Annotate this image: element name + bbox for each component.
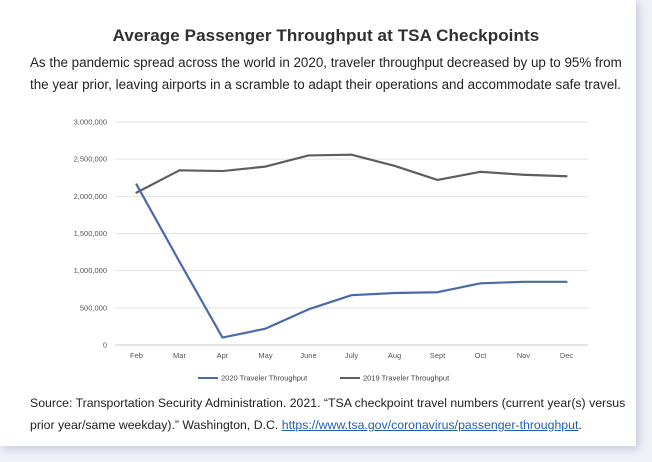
x-tick-label: July	[345, 351, 359, 360]
chart-heading: Average Passenger Throughput at TSA Chec…	[112, 26, 540, 45]
data-point	[307, 154, 310, 157]
series-line-0	[135, 183, 568, 339]
data-point	[522, 280, 525, 283]
source-text: Source: Transportation Security Administ…	[30, 396, 626, 432]
data-point	[393, 164, 396, 167]
y-tick-label: 2,500,000	[74, 155, 107, 164]
data-point	[178, 169, 181, 172]
data-point	[522, 173, 525, 176]
legend-label: 2019 Traveler Throughput	[363, 374, 450, 383]
x-tick-label: Feb	[130, 351, 143, 360]
y-tick-label: 2,000,000	[74, 192, 107, 201]
data-point	[307, 308, 310, 311]
x-tick-label: Dec	[560, 351, 574, 360]
source-link[interactable]: https://www.tsa.gov/coronavirus/passenge…	[281, 418, 579, 432]
data-point	[350, 294, 353, 297]
x-tick-label: Sept	[430, 351, 446, 360]
data-point	[565, 175, 568, 178]
data-point	[135, 183, 138, 186]
y-tick-label: 1,000,000	[74, 266, 107, 275]
data-point	[221, 170, 224, 172]
x-tick-label: Nov	[517, 351, 531, 360]
x-tick-label: Oct	[475, 351, 488, 360]
data-point	[436, 179, 439, 181]
data-point	[393, 292, 396, 294]
chart-description: As the pandemic spread across the world …	[30, 55, 622, 92]
x-tick-label: May	[258, 351, 272, 360]
data-point	[221, 336, 224, 339]
data-point	[565, 280, 568, 283]
y-tick-label: 3,000,000	[74, 118, 107, 127]
data-point	[479, 282, 482, 285]
data-point	[178, 260, 181, 263]
source-end: .	[578, 418, 582, 432]
data-point	[436, 291, 439, 294]
data-point	[264, 165, 267, 168]
line-chart: 0 500,000 1,000,000 1,500,000 2,000,000 2,500…	[74, 118, 588, 383]
source-citation: Source: Transportation Security Administ…	[30, 392, 630, 436]
chart-card: Average Passenger Throughput at TSA Chec…	[0, 0, 636, 446]
y-tick-label: 1,500,000	[74, 229, 107, 238]
y-tick-label: 500,000	[80, 303, 107, 312]
data-point	[135, 191, 138, 194]
series-line-1	[135, 153, 568, 194]
y-tick-label: 0	[103, 341, 107, 350]
data-point	[264, 327, 267, 330]
x-tick-label: Aug	[388, 351, 401, 360]
x-tick-label: Mar	[173, 351, 186, 360]
x-tick-label: June	[300, 351, 316, 360]
data-point	[350, 153, 353, 156]
x-tick-label: Apr	[217, 351, 229, 360]
data-point	[479, 170, 482, 173]
legend-label: 2020 Traveler Throughput	[221, 374, 308, 383]
